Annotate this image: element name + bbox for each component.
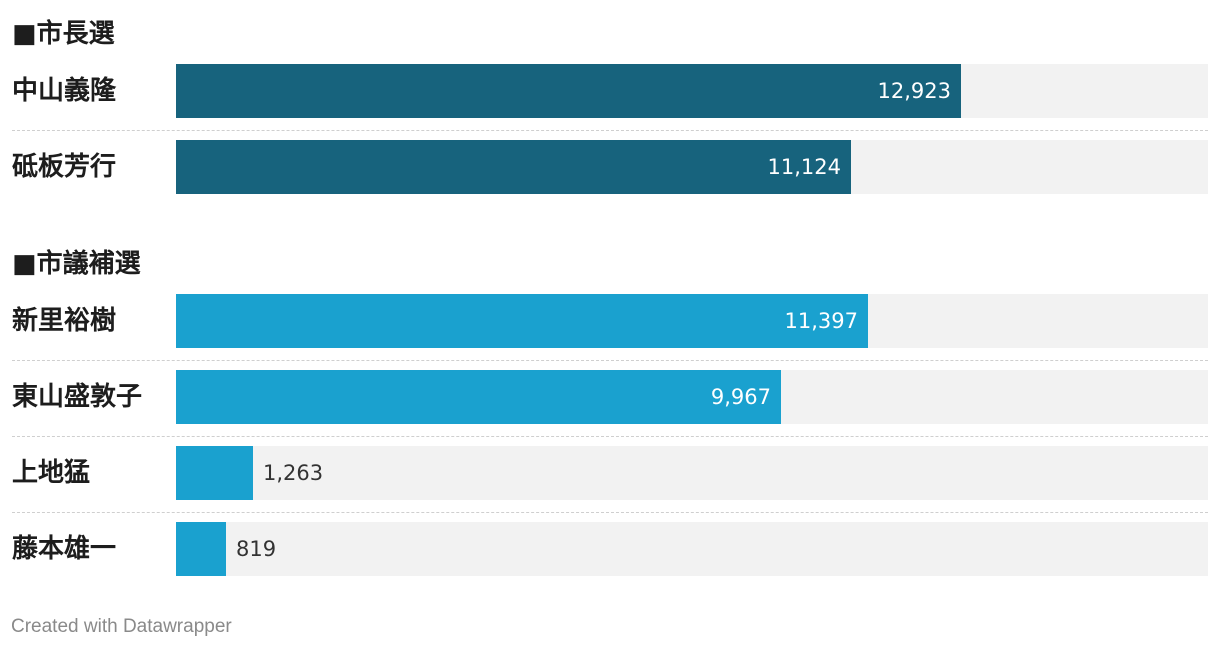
bar-row: 新里裕樹 11,397 (0, 284, 1220, 360)
bar-label: 砥板芳行 (12, 152, 117, 182)
bar-track: 1,263 (176, 446, 1208, 500)
bar (176, 140, 851, 194)
bar-value-label: 9,967 (710, 385, 771, 409)
bar-label: 藤本雄一 (12, 534, 117, 564)
bar-label: 東山盛敦子 (12, 382, 143, 412)
bar-row: 東山盛敦子 9,967 (0, 360, 1220, 436)
bar (176, 64, 961, 118)
bar-row: 中山義隆 12,923 (0, 54, 1220, 130)
bar-label: 上地猛 (12, 458, 91, 488)
bar-label: 新里裕樹 (12, 306, 117, 336)
bar-track: 819 (176, 522, 1208, 576)
bar-track: 12,923 (176, 64, 1208, 118)
bar-track: 9,967 (176, 370, 1208, 424)
bar-value-label: 819 (236, 537, 277, 561)
bar (176, 294, 868, 348)
bar-row: 上地猛 1,263 (0, 436, 1220, 512)
bar-value-label: 11,124 (767, 155, 841, 179)
credit-text: Created with Datawrapper (11, 616, 232, 637)
section-title: ■市長選 (12, 19, 115, 49)
bar-value-label: 1,263 (263, 461, 324, 485)
section-title: ■市議補選 (12, 249, 141, 279)
bar-label: 中山義隆 (12, 76, 117, 106)
bar (176, 522, 226, 576)
bar-row: 藤本雄一 819 (0, 512, 1220, 588)
bar (176, 446, 253, 500)
bar (176, 370, 781, 424)
bar-track: 11,397 (176, 294, 1208, 348)
bar-value-label: 11,397 (784, 309, 858, 333)
bar-row: 砥板芳行 11,124 (0, 130, 1220, 206)
bar-value-label: 12,923 (877, 79, 951, 103)
bar-track: 11,124 (176, 140, 1208, 194)
